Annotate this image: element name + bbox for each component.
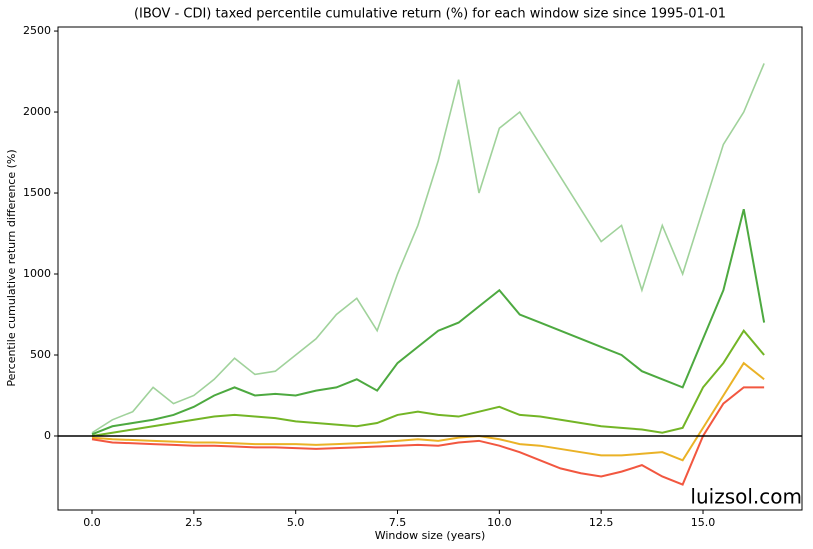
y-tick-label: 1000 [23,267,51,280]
x-tick-label: 10.0 [487,516,512,529]
y-tick-label: 0 [44,429,51,442]
y-tick-label: 500 [30,348,51,361]
x-tick-label: 12.5 [589,516,614,529]
chart-title: (IBOV - CDI) taxed percentile cumulative… [134,7,726,22]
y-tick-label: 2500 [23,24,51,37]
x-tick-label: 0.0 [83,516,101,529]
x-tick-label: 2.5 [185,516,203,529]
x-tick-label: 7.5 [389,516,407,529]
y-tick-label: 2000 [23,105,51,118]
series-line [91,63,765,434]
series-line [91,386,765,486]
watermark: luizsol.com [690,485,802,509]
plot-frame [57,26,803,511]
y-axis-label: Percentile cumulative return difference … [5,149,18,386]
x-axis-label: Window size (years) [375,529,486,542]
y-tick-label: 1500 [23,186,51,199]
x-tick-label: 5.0 [287,516,305,529]
series-line [91,208,766,436]
series-line [91,329,765,437]
x-tick-label: 15.0 [691,516,716,529]
series-line [91,361,765,462]
